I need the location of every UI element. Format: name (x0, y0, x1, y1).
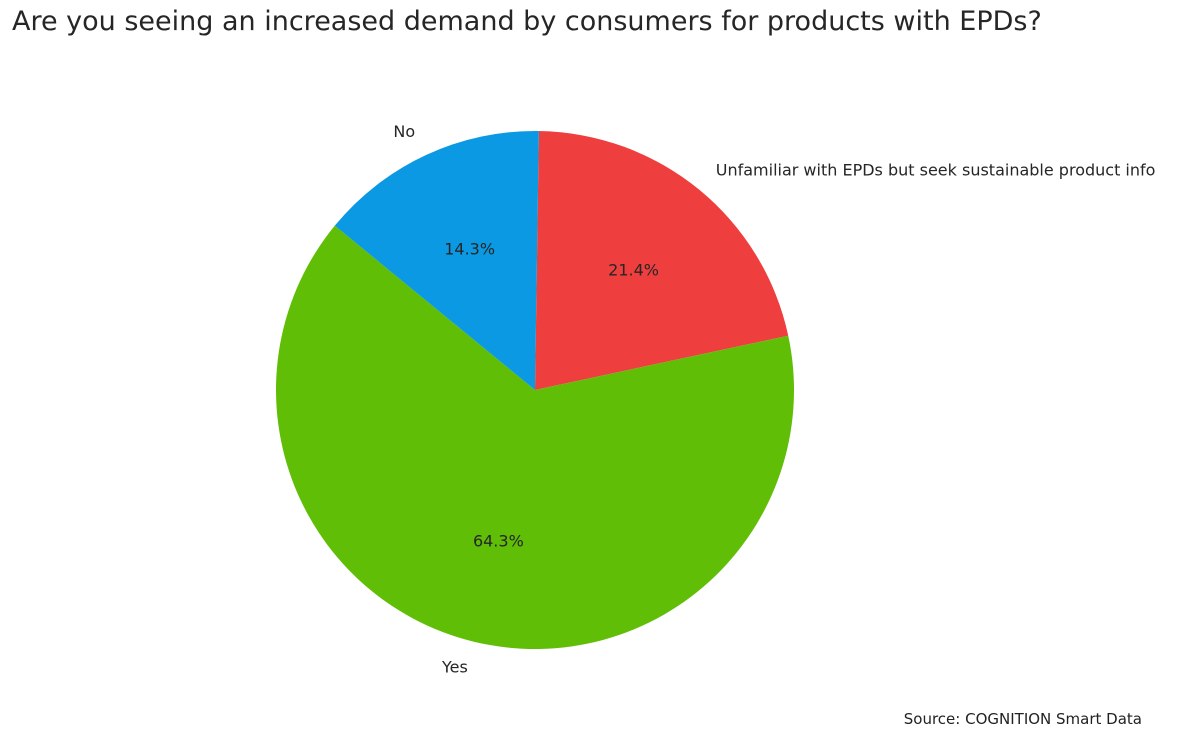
pie-percent-label: 64.3% (473, 532, 524, 551)
pie-category-label: No (393, 122, 415, 141)
pie-percent-label: 21.4% (608, 260, 659, 279)
pie-labels: 21.4% Unfamiliar with EPDs but seek susta… (393, 122, 1155, 676)
pie-category-label: Yes (441, 657, 468, 676)
pie-category-label: Unfamiliar with EPDs but seek sustainabl… (716, 160, 1156, 179)
chart-title: Are you seeing an increased demand by co… (12, 6, 1042, 37)
source-note: Source: COGNITION Smart Data (903, 710, 1142, 728)
pie-slice-no (334, 131, 539, 391)
pie-percent-label: 14.3% (444, 240, 495, 259)
pie-slice-unfamiliar-with-epds-but-seek-sustainable-product-info (535, 131, 789, 390)
pie-slices (275, 131, 795, 649)
pie-slice-yes (275, 225, 795, 649)
